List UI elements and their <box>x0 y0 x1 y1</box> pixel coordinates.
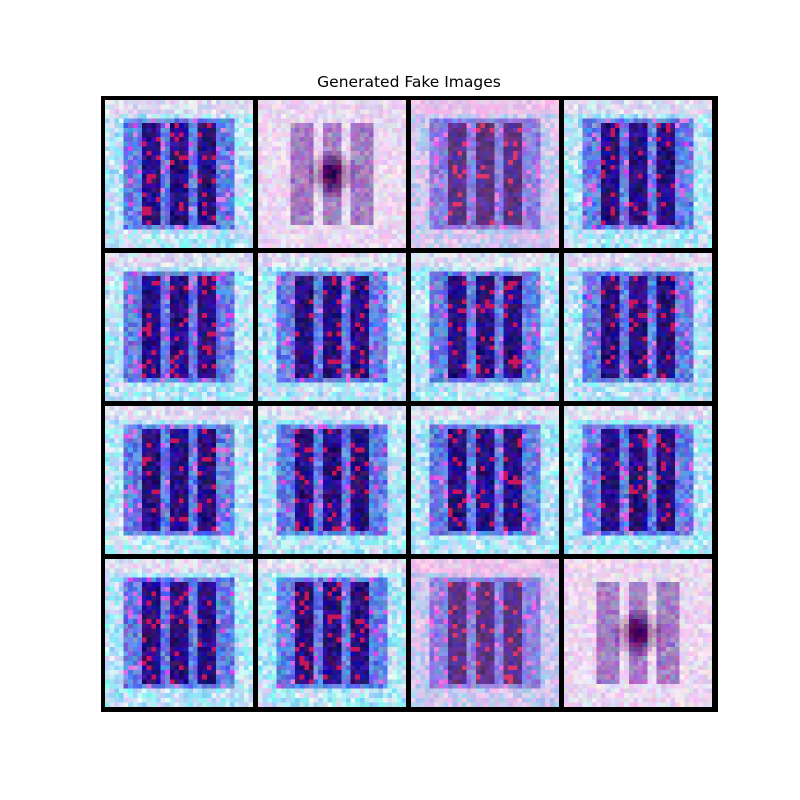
generated-image-tile <box>564 559 712 707</box>
image-grid <box>101 96 718 712</box>
figure-title: Generated Fake Images <box>317 73 501 91</box>
generated-image-tile <box>105 559 253 707</box>
generated-image-tile <box>564 406 712 554</box>
generated-image-tile <box>411 100 559 248</box>
generated-image-tile <box>258 253 406 401</box>
generated-image-tile <box>411 406 559 554</box>
generated-image-tile <box>105 406 253 554</box>
generated-image-tile <box>411 559 559 707</box>
generated-image-tile <box>258 559 406 707</box>
generated-image-tile <box>564 253 712 401</box>
generated-image-tile <box>105 100 253 248</box>
generated-image-tile <box>105 253 253 401</box>
generated-image-tile <box>411 253 559 401</box>
generated-image-tile <box>258 406 406 554</box>
generated-image-tile <box>564 100 712 248</box>
generated-image-tile <box>258 100 406 248</box>
